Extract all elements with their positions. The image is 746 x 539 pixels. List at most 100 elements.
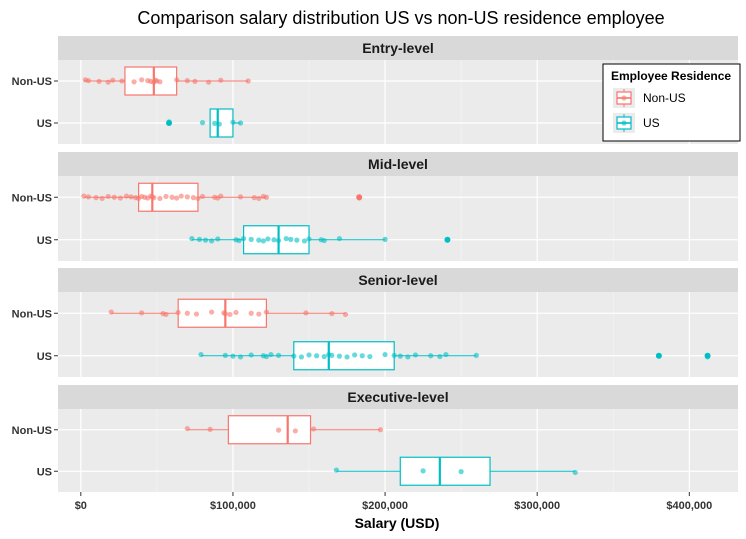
data-point <box>367 353 373 360</box>
data-point <box>656 353 662 359</box>
data-point <box>128 194 134 200</box>
data-point <box>444 237 451 243</box>
legend-label: US <box>643 116 660 130</box>
data-point <box>251 195 257 201</box>
data-point <box>275 427 282 433</box>
data-point <box>256 311 262 317</box>
data-point <box>209 238 215 244</box>
data-point <box>291 353 297 359</box>
y-tick-label: Non-US <box>12 76 52 88</box>
data-point <box>163 311 169 318</box>
facet-strip <box>58 268 738 292</box>
data-point <box>306 236 312 242</box>
data-point <box>96 78 102 84</box>
data-point <box>240 235 247 242</box>
data-point <box>275 237 282 244</box>
data-point <box>212 120 218 126</box>
legend: Employee Residence Non-US US <box>602 63 741 142</box>
x-tick-label: $100,000 <box>210 500 256 512</box>
data-point <box>237 120 244 126</box>
data-point <box>329 352 335 358</box>
data-point <box>192 78 198 84</box>
chart-title: Comparison salary distribution US vs non… <box>137 8 664 28</box>
data-point <box>174 195 180 201</box>
facet-strip <box>58 152 738 176</box>
legend-title: Employee Residence <box>611 69 731 83</box>
boxplot-non-us <box>81 182 363 212</box>
facet-strip <box>58 36 738 60</box>
data-point <box>359 353 365 359</box>
data-point <box>123 193 130 199</box>
y-tick-label: Non-US <box>12 425 52 437</box>
data-point <box>382 351 388 358</box>
data-point <box>105 79 111 85</box>
data-point <box>184 194 190 200</box>
data-point <box>216 121 222 127</box>
y-tick-label: US <box>37 118 52 130</box>
data-point <box>237 354 244 360</box>
facet-panel: Executive-level Non-US US <box>12 385 738 492</box>
data-point <box>174 77 180 83</box>
data-point <box>248 236 254 242</box>
facet-strip-label: Executive-level <box>347 389 448 405</box>
data-point <box>202 237 209 243</box>
facet-panel: Senior-level Non-US US <box>12 268 738 377</box>
box <box>227 415 312 445</box>
data-point <box>193 311 200 317</box>
data-point <box>260 238 266 244</box>
data-point <box>336 235 343 242</box>
data-point <box>412 352 419 358</box>
data-point <box>85 78 92 84</box>
data-point <box>344 354 350 360</box>
data-point <box>117 195 123 201</box>
data-point <box>206 79 212 85</box>
data-point <box>288 236 294 242</box>
data-point <box>342 311 349 318</box>
data-point <box>198 351 204 358</box>
data-point <box>111 194 117 200</box>
legend-item: Non-US <box>613 88 686 108</box>
boxplot-us <box>333 456 578 486</box>
data-point <box>237 194 244 200</box>
data-point <box>195 195 201 202</box>
data-point <box>209 309 215 315</box>
data-point <box>196 236 203 242</box>
data-point <box>263 194 270 200</box>
data-point <box>298 354 305 360</box>
data-point <box>248 352 254 358</box>
data-point <box>271 237 277 243</box>
data-point <box>233 309 239 316</box>
data-point <box>294 237 300 243</box>
x-axis: $0 $100,000 $200,000 $300,000 $400,000 <box>75 492 712 512</box>
panel-background <box>58 292 738 377</box>
data-point <box>157 79 163 85</box>
data-point <box>275 352 282 358</box>
box <box>399 456 491 486</box>
data-point <box>227 311 233 318</box>
boxplot-us <box>189 225 451 255</box>
data-point <box>169 194 175 200</box>
data-point <box>314 353 320 359</box>
data-point <box>405 354 411 360</box>
data-point <box>292 428 298 434</box>
facet-strip-label: Senior-level <box>358 272 437 288</box>
y-tick-label: US <box>37 351 52 363</box>
facet-panels: Entry-levelNon-USUSMid-levelNon-USUSSeni… <box>12 36 738 492</box>
data-point <box>333 467 339 473</box>
data-point <box>420 468 426 474</box>
data-point <box>189 235 195 242</box>
data-point <box>443 351 449 358</box>
data-point <box>428 353 434 359</box>
data-point <box>263 353 270 360</box>
data-point <box>199 193 206 200</box>
data-point <box>473 352 479 358</box>
data-point <box>218 77 224 83</box>
data-point <box>704 354 711 360</box>
data-point <box>105 193 111 200</box>
data-point <box>321 353 327 360</box>
data-point <box>93 195 99 201</box>
facet-strip-label: Mid-level <box>368 156 428 172</box>
boxplot-non-us <box>82 66 251 96</box>
data-point <box>81 193 87 199</box>
